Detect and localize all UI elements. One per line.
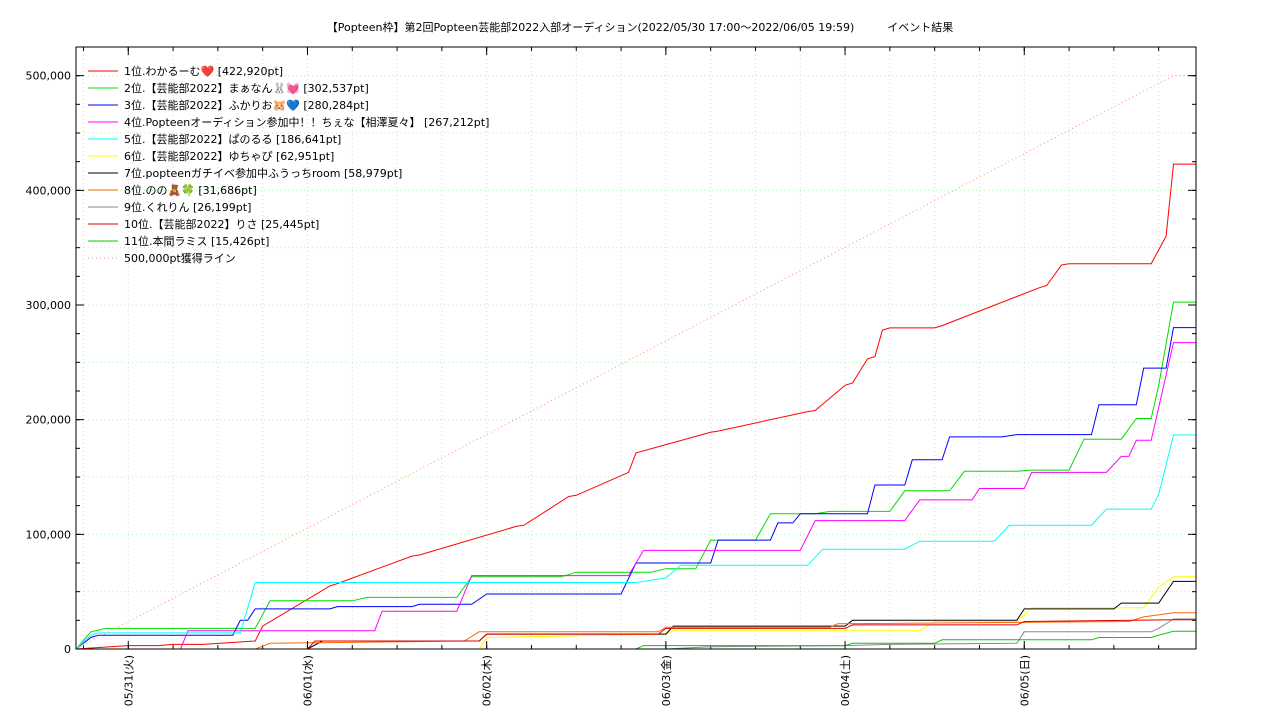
legend-label: 8位.のの🧸🍀 [31,686pt] bbox=[124, 183, 257, 197]
legend-label: 4位.Popteenオーディション参加中！！ちぇな【相澤夏々】 [267,212… bbox=[124, 115, 489, 129]
legend-label: 10位.【芸能部2022】りさ [25,445pt] bbox=[124, 217, 319, 231]
series-line-9 bbox=[76, 618, 1196, 650]
series-line-2 bbox=[75, 301, 1196, 650]
series-line-4 bbox=[76, 342, 1196, 650]
x-tick-label: 06/04(土) bbox=[839, 655, 852, 706]
legend-label: 500,000pt獲得ライン bbox=[124, 252, 236, 265]
legend-label: 3位.【芸能部2022】ふかりお🐹💙 [280,284pt] bbox=[124, 98, 369, 112]
legend-label: 2位.【芸能部2022】まぁなん🐰💓 [302,537pt] bbox=[124, 81, 369, 95]
legend-label: 9位.くれりん [26,199pt] bbox=[124, 200, 251, 214]
y-tick-label: 400,000 bbox=[26, 184, 72, 197]
y-tick-label: 200,000 bbox=[26, 414, 72, 427]
series-line-12 bbox=[75, 75, 1196, 650]
plot-frame bbox=[75, 46, 1197, 650]
series-line-6 bbox=[76, 576, 1196, 650]
y-tick-label: 0 bbox=[64, 643, 71, 656]
series-line-1 bbox=[75, 163, 1196, 650]
legend-label: 5位.【芸能部2022】ぱのるる [186,641pt] bbox=[124, 132, 341, 146]
x-tick-label: 06/02(木) bbox=[481, 655, 494, 706]
y-tick-label: 300,000 bbox=[26, 299, 72, 312]
series-line-10 bbox=[76, 619, 1196, 650]
series-line-11 bbox=[76, 630, 1196, 650]
legend-label: 11位.本間ラミス [15,426pt] bbox=[124, 234, 269, 248]
y-tick-label: 500,000 bbox=[26, 70, 72, 83]
legend-label: 6位.【芸能部2022】ゆちゃぴ [62,951pt] bbox=[124, 149, 334, 163]
legend-label: 7位.popteenガチイベ参加中ふうっちroom [58,979pt] bbox=[124, 166, 402, 180]
series-line-5 bbox=[75, 434, 1196, 650]
x-tick-label: 05/31(火) bbox=[122, 655, 135, 706]
series-line-3 bbox=[75, 327, 1196, 650]
chart-title: 【Popteen枠】第2回Popteen芸能部2022入部オーディション(202… bbox=[326, 21, 954, 34]
series-line-8 bbox=[76, 612, 1196, 650]
x-tick-label: 06/01(水) bbox=[301, 655, 314, 706]
x-tick-label: 06/03(金) bbox=[659, 655, 673, 706]
legend-label: 1位.わかるーむ❤️ [422,920pt] bbox=[124, 64, 283, 78]
x-tick-label: 06/05(日) bbox=[1018, 655, 1031, 706]
y-tick-label: 100,000 bbox=[26, 528, 72, 541]
